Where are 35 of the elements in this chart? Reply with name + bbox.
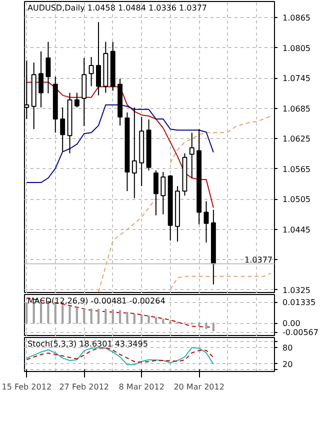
y-tick-label: 1.0685 <box>282 104 310 114</box>
candlestick <box>96 22 101 96</box>
y-tick-label: 1.0805 <box>282 44 310 53</box>
candlestick <box>88 56 94 87</box>
y-tick-label: 1.0445 <box>282 225 310 234</box>
candlestick <box>153 170 158 216</box>
candlestick <box>46 41 51 94</box>
candlestick <box>189 132 194 179</box>
x-tick-label: 15 Feb 2012 <box>2 382 52 392</box>
line-series <box>170 272 272 290</box>
y-tick-label: 1.0565 <box>282 164 310 174</box>
candlestick <box>204 200 209 244</box>
ref-line-label: 1.0377 <box>244 256 273 265</box>
y-tick-label: 1.0745 <box>282 74 310 84</box>
candlestick <box>82 57 87 127</box>
chart-title: AUDUSD,Daily 1.0458 1.0484 1.0336 1.0377 <box>28 4 208 12</box>
candlestick <box>60 106 66 152</box>
y-tick-label: 80 <box>282 343 293 352</box>
candlestick <box>160 171 166 215</box>
y-tick-label: 0.01335 <box>282 298 316 308</box>
line-series <box>26 104 214 184</box>
y-tick-label: 1.0325 <box>282 286 310 295</box>
x-tick-label: 8 Mar 2012 <box>118 382 164 392</box>
y-tick-label: 0.00 <box>282 319 300 328</box>
candlestick <box>38 50 44 108</box>
candlestick <box>132 106 137 199</box>
y-tick-label: -0.00567 <box>282 328 318 338</box>
y-tick-label: 1.0505 <box>282 195 310 204</box>
chart-title: Stoch(5,3,3) 18.6301 43.3495 <box>28 340 148 348</box>
x-tick-label: 27 Feb 2012 <box>59 382 110 392</box>
y-tick-label: 20 <box>282 360 293 369</box>
y-tick-label: 1.0865 <box>282 14 310 23</box>
candlestick <box>74 92 80 108</box>
y-tick-label: 1.0625 <box>282 134 310 144</box>
x-tick-label: 20 Mar 2012 <box>174 382 224 392</box>
